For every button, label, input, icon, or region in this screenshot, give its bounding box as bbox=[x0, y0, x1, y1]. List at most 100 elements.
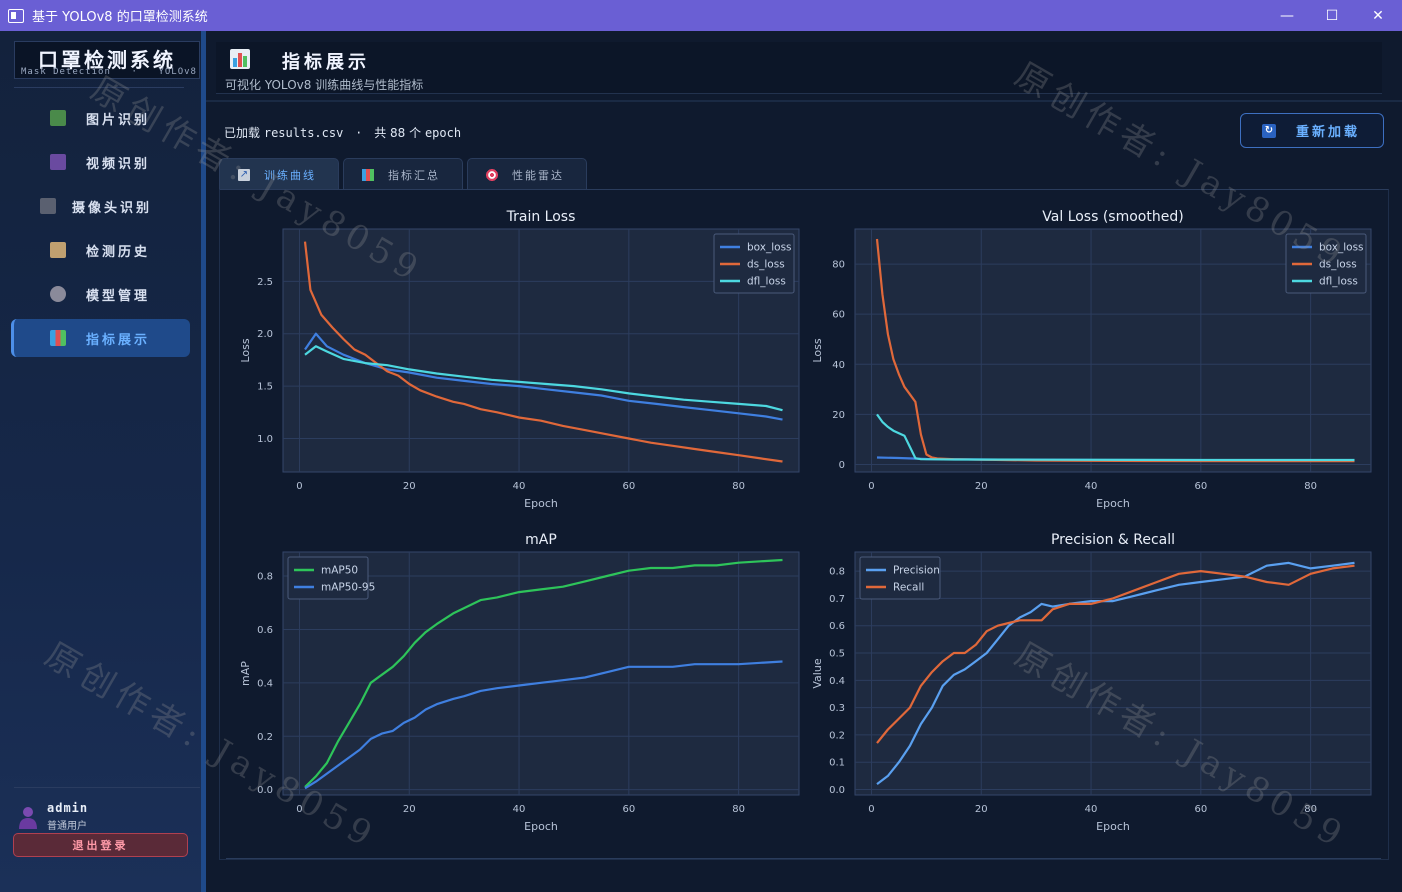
video-icon bbox=[50, 154, 66, 170]
x-tick-label: 60 bbox=[1194, 804, 1207, 815]
y-tick-label: 0.4 bbox=[257, 678, 273, 689]
x-tick-label: 40 bbox=[1085, 804, 1098, 815]
x-tick-label: 40 bbox=[513, 481, 526, 492]
y-tick-label: 1.5 bbox=[257, 382, 273, 393]
sidebar-item-label: 检测历史 bbox=[86, 244, 151, 260]
page-title: 指标展示 bbox=[282, 52, 370, 73]
history-icon bbox=[50, 242, 66, 258]
legend-entry: ds_loss bbox=[747, 259, 785, 271]
x-axis-label: Epoch bbox=[524, 820, 558, 833]
x-tick-label: 0 bbox=[868, 804, 874, 815]
series-line-map50 bbox=[304, 558, 783, 788]
y-tick-label: 40 bbox=[832, 360, 845, 371]
y-tick-label: 0.4 bbox=[829, 676, 845, 687]
sidebar-item-label: 指标展示 bbox=[86, 332, 151, 348]
target-icon bbox=[486, 168, 498, 181]
sidebar-item-label: 模型管理 bbox=[86, 288, 151, 304]
sidebar: 口罩检测系统 Mask Detection · YOLOv8 图片识别 视频识别… bbox=[0, 31, 206, 892]
sidebar-item-history[interactable]: 检测历史 bbox=[14, 231, 190, 269]
panel-bottom-divider bbox=[226, 858, 1381, 859]
logo-subtitle-left: Mask Detection bbox=[21, 67, 111, 77]
legend-box bbox=[713, 233, 795, 294]
sidebar-item-image-detect[interactable]: 图片识别 bbox=[14, 99, 190, 137]
logo: 口罩检测系统 Mask Detection · YOLOv8 bbox=[14, 41, 200, 79]
x-tick-label: 80 bbox=[732, 804, 745, 815]
y-axis-label: mAP bbox=[239, 661, 252, 686]
sidebar-item-model-manage[interactable]: 模型管理 bbox=[14, 275, 190, 313]
legend-box bbox=[859, 556, 941, 600]
y-tick-label: 0 bbox=[839, 460, 845, 471]
reload-button-label: 重新加载 bbox=[1296, 125, 1361, 140]
y-tick-label: 2.5 bbox=[257, 277, 273, 288]
y-tick-label: 0.0 bbox=[257, 785, 273, 796]
y-tick-label: 0.0 bbox=[829, 785, 845, 796]
chart-title: Val Loss (smoothed) bbox=[1042, 209, 1183, 225]
chart-icon bbox=[50, 330, 66, 346]
x-tick-label: 20 bbox=[975, 481, 988, 492]
legend-entry: Recall bbox=[893, 582, 924, 594]
legend-entry: Precision bbox=[893, 565, 940, 577]
x-axis-label: Epoch bbox=[1096, 497, 1130, 510]
line-chart-icon: ↗ bbox=[238, 168, 250, 181]
camera-icon bbox=[40, 198, 56, 214]
load-status-prefix: 已加载 bbox=[224, 126, 261, 140]
x-tick-label: 40 bbox=[513, 804, 526, 815]
tab-label: 性能雷达 bbox=[512, 168, 564, 182]
tab-metrics-summary[interactable]: 指标汇总 bbox=[343, 158, 463, 190]
minimize-button[interactable]: — bbox=[1264, 0, 1310, 31]
title-bar[interactable]: 基于 YOLOv8 的口罩检测系统 — ☐ ✕ bbox=[0, 0, 1402, 31]
legend: box_loss ds_loss dfl_loss bbox=[713, 233, 795, 294]
sidebar-item-label: 图片识别 bbox=[86, 112, 151, 128]
y-tick-label: 0.2 bbox=[829, 730, 845, 741]
x-axis-label: Epoch bbox=[524, 497, 558, 510]
tab-performance-radar[interactable]: 性能雷达 bbox=[467, 158, 587, 190]
header-divider bbox=[206, 100, 1402, 102]
tab-train-curves[interactable]: ↗ 训练曲线 bbox=[219, 158, 339, 190]
series-line-dfl-loss bbox=[304, 345, 783, 412]
legend-entry: box_loss bbox=[1319, 242, 1364, 254]
chart-title: Train Loss bbox=[506, 209, 576, 225]
maximize-button[interactable]: ☐ bbox=[1309, 0, 1355, 31]
x-tick-label: 60 bbox=[1194, 481, 1207, 492]
plot-area bbox=[854, 228, 1372, 473]
series-line-recall bbox=[876, 564, 1355, 744]
logout-button[interactable]: 退出登录 bbox=[13, 833, 188, 857]
load-status-unit: epoch bbox=[424, 126, 462, 140]
close-button[interactable]: ✕ bbox=[1355, 0, 1401, 31]
legend-box bbox=[287, 556, 369, 600]
avatar bbox=[19, 807, 37, 829]
maximize-icon: ☐ bbox=[1325, 7, 1339, 24]
y-tick-label: 2.0 bbox=[257, 329, 273, 340]
legend-entry: mAP50 bbox=[321, 565, 358, 577]
legend-entry: dfl_loss bbox=[747, 276, 786, 288]
sidebar-item-video-detect[interactable]: 视频识别 bbox=[14, 143, 190, 181]
legend: mAP50 mAP50-95 bbox=[287, 556, 375, 600]
y-tick-label: 0.1 bbox=[829, 758, 845, 769]
tab-label: 训练曲线 bbox=[264, 168, 316, 182]
y-tick-label: 0.6 bbox=[829, 621, 845, 632]
chart-title: Precision & Recall bbox=[1051, 532, 1175, 548]
logo-subtitle-right: YOLOv8 bbox=[158, 67, 197, 77]
minimize-icon: — bbox=[1280, 7, 1294, 24]
legend: box_loss ds_loss dfl_loss bbox=[1285, 233, 1367, 294]
legend-entry: dfl_loss bbox=[1319, 276, 1358, 288]
x-axis-label: Epoch bbox=[1096, 820, 1130, 833]
y-tick-label: 1.0 bbox=[257, 434, 273, 445]
chart-map-svg: mAP 0 20 40 60 80 0.0 0.2 0.4 0.6 0.8 Epoch mAP mAP50… bbox=[239, 532, 800, 833]
window-title: 基于 YOLOv8 的口罩检测系统 bbox=[32, 10, 208, 25]
x-tick-label: 20 bbox=[403, 481, 416, 492]
reload-button[interactable]: ↻ 重新加载 bbox=[1240, 113, 1384, 148]
sidebar-item-camera-detect[interactable]: 摄像头识别 bbox=[14, 187, 190, 225]
legend-box bbox=[1285, 233, 1367, 294]
tab-label: 指标汇总 bbox=[388, 168, 440, 182]
y-axis-label: Loss bbox=[239, 338, 252, 362]
y-tick-label: 0.6 bbox=[257, 625, 273, 636]
sidebar-item-metrics[interactable]: 指标展示 bbox=[11, 319, 190, 357]
logo-subtitle-separator: · bbox=[131, 67, 138, 77]
y-tick-label: 0.3 bbox=[829, 703, 845, 714]
legend-entry: box_loss bbox=[747, 242, 792, 254]
sidebar-item-label: 摄像头识别 bbox=[72, 200, 153, 216]
legend-entry: mAP50-95 bbox=[321, 582, 375, 594]
y-tick-label: 0.8 bbox=[257, 572, 273, 583]
